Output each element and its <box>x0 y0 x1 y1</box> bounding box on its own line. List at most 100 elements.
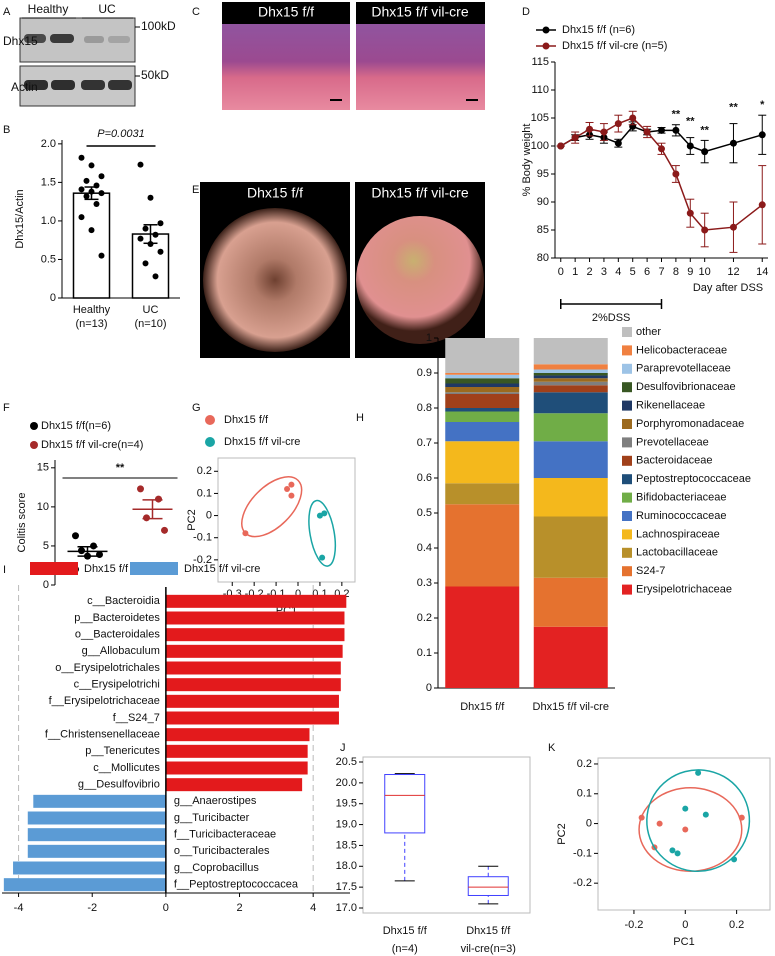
y-tick-label: 17.0 <box>336 902 357 914</box>
bar <box>27 828 166 842</box>
data-point <box>93 200 100 207</box>
endoscopy-view <box>203 208 347 352</box>
y-tick-label: -0.2 <box>573 877 592 889</box>
category-label: c__Mollicutes <box>93 762 160 774</box>
category-label: g__Coprobacillus <box>174 862 259 874</box>
confidence-ellipse <box>646 769 751 873</box>
bar-segment <box>533 338 608 365</box>
x-tick-label: 2 <box>236 902 242 914</box>
legend-swatch <box>622 455 632 466</box>
treatment-label: 2%DSS <box>592 312 631 324</box>
data-point <box>98 173 105 180</box>
legend-marker <box>30 441 38 449</box>
y-tick-label: 18.5 <box>336 839 357 851</box>
significance-label: ** <box>116 462 125 474</box>
data-point <box>702 811 709 818</box>
data-point <box>731 856 738 863</box>
data-point <box>83 193 90 200</box>
legend-label: Porphyromonadaceae <box>636 418 744 430</box>
y-tick-label: 1.5 <box>41 176 56 188</box>
image-label: Dhx15 f/f <box>247 185 303 201</box>
blot-band <box>81 80 105 90</box>
y-tick-label: 0 <box>586 817 592 829</box>
data-point <box>686 142 694 150</box>
data-point <box>78 154 85 161</box>
data-point <box>701 148 709 156</box>
data-point <box>88 162 95 169</box>
x-axis-label: PC1 <box>673 936 694 948</box>
legend-label: Dhx15 f/f vil-cre <box>184 563 260 575</box>
panel-label: D <box>522 6 530 18</box>
data-point <box>638 814 645 821</box>
y-tick-label: 0 <box>43 579 49 591</box>
endoscopy-view <box>356 216 484 344</box>
x-tick-label: 0 <box>163 902 169 914</box>
data-point <box>147 241 154 248</box>
legend-swatch <box>622 529 632 540</box>
x-tick-label: Healthy <box>73 304 111 316</box>
x-tick-label: 8 <box>673 266 679 278</box>
blot-band <box>50 34 74 43</box>
plot-frame <box>597 757 771 911</box>
legend-label: Lachnospiraceae <box>636 528 720 540</box>
x-tick-label: 6 <box>644 266 650 278</box>
y-tick-label: 85 <box>537 224 549 236</box>
data-point <box>729 223 737 231</box>
size-label: 100kD <box>141 19 176 33</box>
category-label: g__Anaerostipes <box>174 795 257 807</box>
y-tick-label: 110 <box>531 84 549 96</box>
legend-label: Lactobacillaceae <box>636 547 718 559</box>
y-tick-label: 0.3 <box>417 577 432 589</box>
y-tick-label: 1 <box>426 332 432 344</box>
category-label: f__Turicibacteraceae <box>174 829 276 841</box>
x-tick-label: 0.2 <box>729 919 744 931</box>
data-point <box>96 551 103 559</box>
plot-frame <box>217 457 356 583</box>
legend-label: Ruminococcaceae <box>636 510 727 522</box>
bar <box>165 628 345 642</box>
bar <box>165 594 347 608</box>
blot-band <box>108 80 132 90</box>
category-label: f__Peptostreptococcacea <box>174 879 299 891</box>
y-tick-label: 100 <box>531 140 549 152</box>
data-point <box>656 820 663 827</box>
blot-band <box>24 80 48 90</box>
legend-label: Rikenellaceae <box>636 400 705 412</box>
y-tick-label: -0.2 <box>193 554 212 566</box>
panel-label: C <box>192 6 200 18</box>
legend-swatch <box>30 562 78 575</box>
y-axis-label: PC2 <box>556 823 568 844</box>
bar-segment <box>533 373 608 376</box>
data-point <box>758 131 766 139</box>
data-point <box>672 170 680 178</box>
legend-marker <box>205 437 215 447</box>
panel-label: K <box>548 742 556 754</box>
bar <box>27 844 166 858</box>
data-point <box>142 260 149 267</box>
y-tick-label: 0.2 <box>197 465 212 477</box>
bar-segment <box>445 338 520 373</box>
y-tick-label: 0.1 <box>577 788 592 800</box>
significance-label: ** <box>686 116 695 128</box>
y-tick-label: 19.5 <box>336 798 357 810</box>
panel-label: E <box>192 184 199 196</box>
y-tick-label: 0.1 <box>417 647 432 659</box>
blot-band <box>108 36 130 43</box>
bar-segment <box>445 394 520 408</box>
panel-label: J <box>340 742 346 754</box>
group-label: Healthy <box>28 2 69 16</box>
x-tick-label: Dhx15 f/f <box>466 925 511 937</box>
y-tick-label: 0.5 <box>41 253 56 265</box>
legend-swatch <box>622 566 632 577</box>
bar-segment <box>533 375 608 379</box>
significance-label: ** <box>729 102 738 114</box>
image-label: Dhx15 f/f vil-cre <box>371 185 468 201</box>
data-point <box>586 125 594 133</box>
bar <box>72 192 111 299</box>
significance-label: ** <box>672 109 681 121</box>
data-point <box>284 486 291 492</box>
y-tick-label: 95 <box>537 168 549 180</box>
data-point <box>152 273 159 280</box>
x-tick-label: Dhx15 f/f <box>460 701 505 713</box>
bar <box>33 794 166 808</box>
